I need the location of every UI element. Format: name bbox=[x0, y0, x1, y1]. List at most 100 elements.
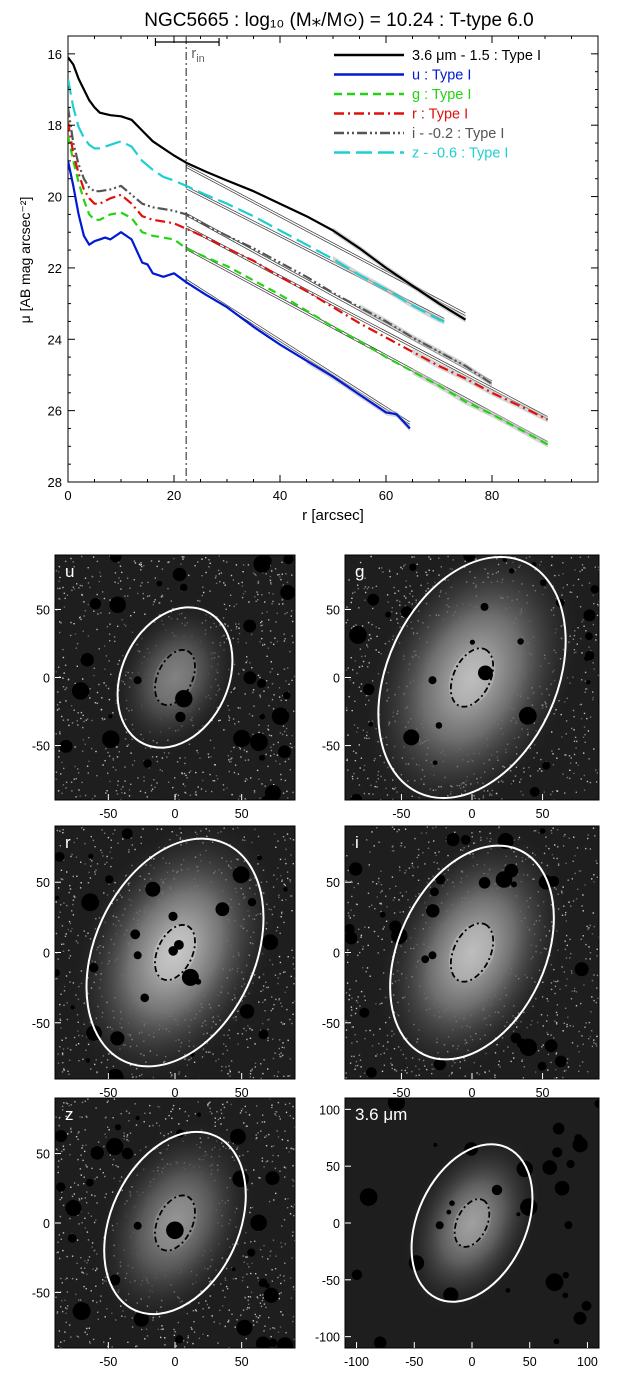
noise-pixel bbox=[376, 827, 378, 829]
noise-pixel bbox=[551, 790, 554, 793]
noise-pixel bbox=[345, 622, 347, 624]
noise-pixel bbox=[60, 773, 62, 775]
noise-pixel bbox=[98, 648, 100, 650]
noise-pixel bbox=[86, 1166, 88, 1168]
panel-y-tick-label: 100 bbox=[319, 1103, 340, 1117]
noise-pixel bbox=[62, 648, 64, 651]
noise-pixel bbox=[277, 1101, 280, 1104]
noise-pixel bbox=[263, 1059, 265, 1061]
noise-pixel bbox=[556, 857, 558, 860]
noise-pixel bbox=[577, 578, 580, 581]
noise-pixel bbox=[283, 633, 285, 635]
noise-pixel bbox=[246, 1308, 248, 1310]
noise-pixel bbox=[157, 1328, 159, 1331]
noise-pixel bbox=[267, 765, 269, 768]
noise-pixel bbox=[577, 764, 579, 766]
noise-pixel bbox=[260, 622, 262, 624]
masked-source bbox=[349, 626, 367, 644]
noise-pixel bbox=[100, 1295, 102, 1297]
noise-pixel bbox=[565, 934, 568, 937]
noise-pixel bbox=[61, 761, 63, 764]
noise-pixel bbox=[265, 1306, 267, 1309]
noise-pixel bbox=[352, 778, 354, 780]
noise-pixel bbox=[418, 1074, 420, 1076]
noise-pixel bbox=[143, 1121, 145, 1123]
noise-pixel bbox=[264, 1010, 266, 1012]
noise-pixel bbox=[68, 920, 71, 923]
noise-pixel bbox=[194, 793, 197, 795]
noise-pixel bbox=[215, 582, 218, 585]
noise-pixel bbox=[279, 1118, 281, 1120]
noise-pixel bbox=[269, 1251, 271, 1253]
noise-pixel bbox=[227, 755, 229, 757]
noise-pixel bbox=[408, 867, 411, 869]
noise-pixel bbox=[281, 1138, 284, 1141]
noise-pixel bbox=[62, 832, 64, 834]
noise-pixel bbox=[432, 827, 434, 829]
noise-pixel bbox=[356, 777, 359, 780]
masked-source bbox=[140, 993, 149, 1003]
noise-pixel bbox=[74, 765, 76, 768]
noise-pixel bbox=[112, 766, 114, 768]
masked-source bbox=[264, 785, 282, 800]
noise-pixel bbox=[593, 602, 595, 605]
noise-pixel bbox=[249, 662, 251, 664]
noise-pixel bbox=[594, 566, 596, 568]
noise-pixel bbox=[357, 727, 359, 729]
noise-pixel bbox=[291, 679, 293, 682]
noise-pixel bbox=[68, 571, 70, 573]
noise-pixel bbox=[150, 560, 153, 562]
noise-pixel bbox=[254, 828, 256, 831]
noise-pixel bbox=[181, 772, 183, 775]
panel-label: 3.6 μm bbox=[355, 1105, 407, 1124]
noise-pixel bbox=[280, 1021, 283, 1024]
noise-pixel bbox=[360, 934, 363, 937]
noise-pixel bbox=[360, 936, 362, 938]
noise-pixel bbox=[573, 990, 576, 992]
noise-pixel bbox=[292, 1117, 295, 1120]
noise-pixel bbox=[244, 693, 246, 695]
noise-pixel bbox=[239, 748, 241, 750]
noise-pixel bbox=[103, 718, 106, 720]
noise-pixel bbox=[260, 1305, 263, 1308]
error-band bbox=[412, 368, 548, 448]
noise-pixel bbox=[247, 564, 250, 566]
noise-pixel bbox=[84, 1260, 86, 1262]
noise-pixel bbox=[353, 724, 356, 726]
masked-source bbox=[230, 1128, 246, 1145]
masked-source bbox=[359, 1188, 378, 1206]
noise-pixel bbox=[283, 668, 286, 670]
noise-pixel bbox=[63, 592, 65, 594]
noise-pixel bbox=[282, 725, 285, 727]
noise-pixel bbox=[592, 691, 594, 693]
noise-pixel bbox=[86, 1202, 88, 1204]
noise-pixel bbox=[293, 968, 295, 970]
noise-pixel bbox=[72, 586, 74, 588]
noise-pixel bbox=[126, 745, 128, 747]
noise-pixel bbox=[356, 576, 358, 578]
noise-pixel bbox=[359, 1075, 362, 1078]
noise-pixel bbox=[252, 691, 254, 694]
noise-pixel bbox=[273, 753, 275, 755]
noise-pixel bbox=[246, 1038, 248, 1041]
noise-pixel bbox=[57, 1241, 59, 1243]
noise-pixel bbox=[293, 1288, 295, 1291]
noise-pixel bbox=[91, 860, 93, 862]
masked-source bbox=[539, 828, 546, 834]
noise-pixel bbox=[428, 841, 430, 843]
noise-pixel bbox=[251, 715, 254, 717]
noise-pixel bbox=[69, 1153, 71, 1156]
noise-pixel bbox=[86, 1231, 89, 1233]
noise-pixel bbox=[257, 1277, 259, 1279]
noise-pixel bbox=[91, 1246, 93, 1248]
noise-pixel bbox=[142, 828, 144, 830]
noise-pixel bbox=[229, 605, 231, 607]
masked-source bbox=[283, 887, 288, 892]
noise-pixel bbox=[59, 1019, 62, 1021]
noise-pixel bbox=[214, 764, 216, 766]
noise-pixel bbox=[253, 705, 255, 707]
noise-pixel bbox=[534, 830, 537, 832]
noise-pixel bbox=[184, 791, 186, 794]
noise-pixel bbox=[233, 746, 235, 749]
